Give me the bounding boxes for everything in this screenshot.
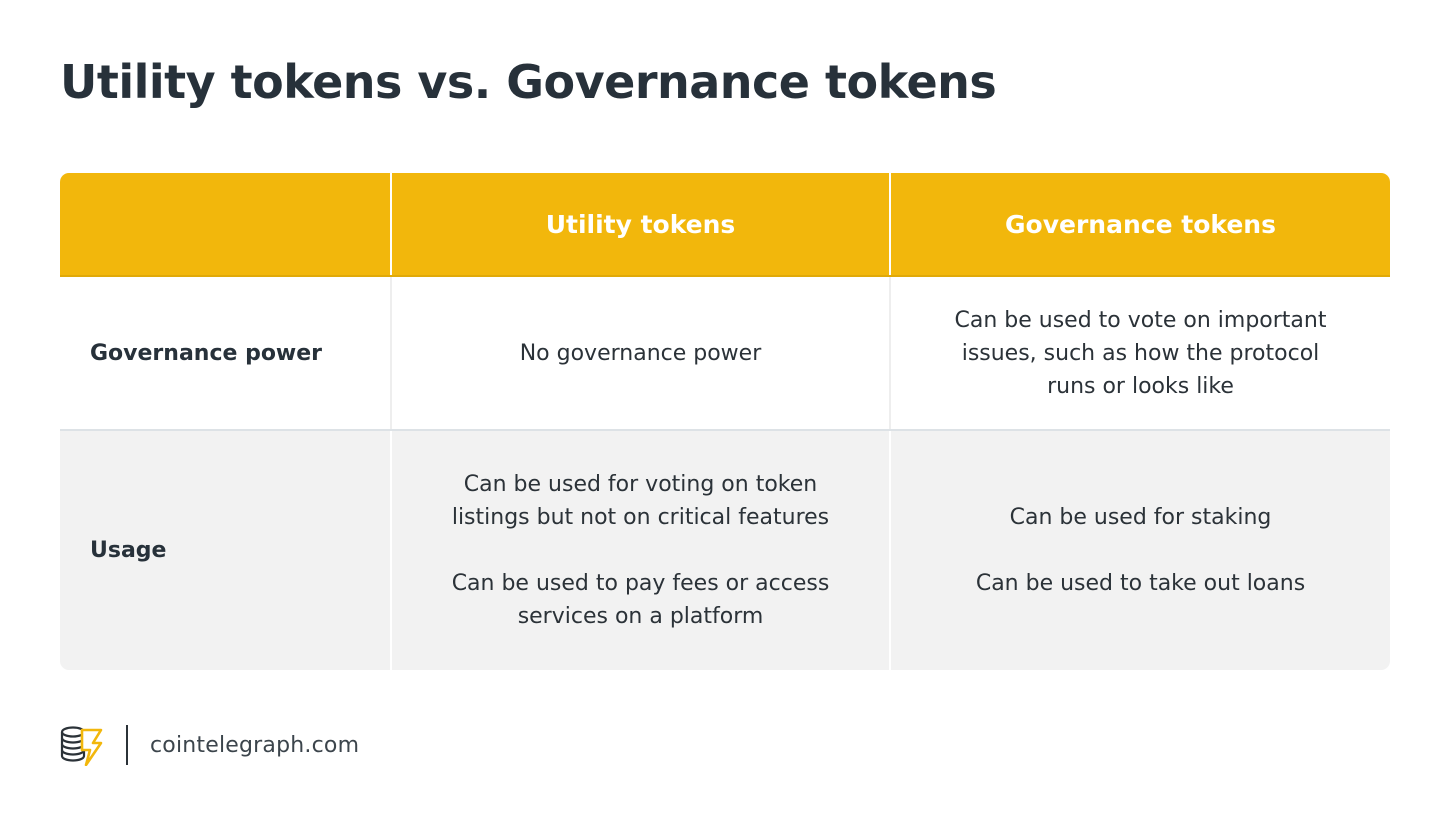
cell-text-line: Can be used to vote on important (954, 307, 1327, 333)
row-label-cell: Governance power (60, 277, 392, 429)
cell-content: Can be used for staking Can be used to t… (976, 501, 1305, 600)
cell-text-line: runs or looks like (1047, 373, 1234, 399)
header-governance-tokens: Governance tokens (891, 173, 1390, 275)
cell-text-line: issues, such as how the protocol (961, 340, 1320, 366)
comparison-table: Utility tokens Governance tokens Governa… (60, 173, 1390, 670)
table-header-row: Utility tokens Governance tokens (60, 173, 1390, 277)
governance-cell: Can be used to vote on important issues,… (891, 277, 1390, 429)
governance-cell: Can be used for staking Can be used to t… (891, 431, 1390, 670)
cell-content: Can be used to vote on important issues,… (955, 304, 1327, 403)
footer: cointelegraph.com (60, 724, 359, 766)
row-label-cell: Usage (60, 431, 392, 670)
cell-content: No governance power (520, 337, 762, 370)
footer-divider (126, 725, 128, 765)
cell-text-line: No governance power (519, 340, 762, 366)
utility-cell: No governance power (392, 277, 891, 429)
row-label: Governance power (90, 340, 323, 366)
site-url: cointelegraph.com (150, 732, 360, 758)
header-cell-empty (60, 173, 392, 275)
cell-text-line: Can be used for staking (1009, 505, 1272, 530)
row-label: Usage (90, 538, 167, 563)
cell-text-line: services on a platform (517, 604, 764, 629)
table-row-governance-power: Governance power No governance power Can… (60, 277, 1390, 431)
page-title: Utility tokens vs. Governance tokens (60, 55, 997, 109)
paragraph-gap (976, 534, 1305, 567)
cell-text-line: Can be used to take out loans (975, 571, 1306, 596)
header-utility-tokens: Utility tokens (392, 173, 891, 275)
cell-text-line: listings but not on critical features (451, 505, 830, 530)
cell-text-line: Can be used to pay fees or access (451, 571, 830, 596)
cointelegraph-logo-icon (60, 726, 103, 766)
utility-cell: Can be used for voting on token listings… (392, 431, 891, 670)
cell-content: Can be used for voting on token listings… (452, 468, 830, 633)
paragraph-gap (452, 534, 830, 567)
cell-text-line: Can be used for voting on token (463, 472, 818, 497)
table-row-usage: Usage Can be used for voting on token li… (60, 431, 1390, 670)
